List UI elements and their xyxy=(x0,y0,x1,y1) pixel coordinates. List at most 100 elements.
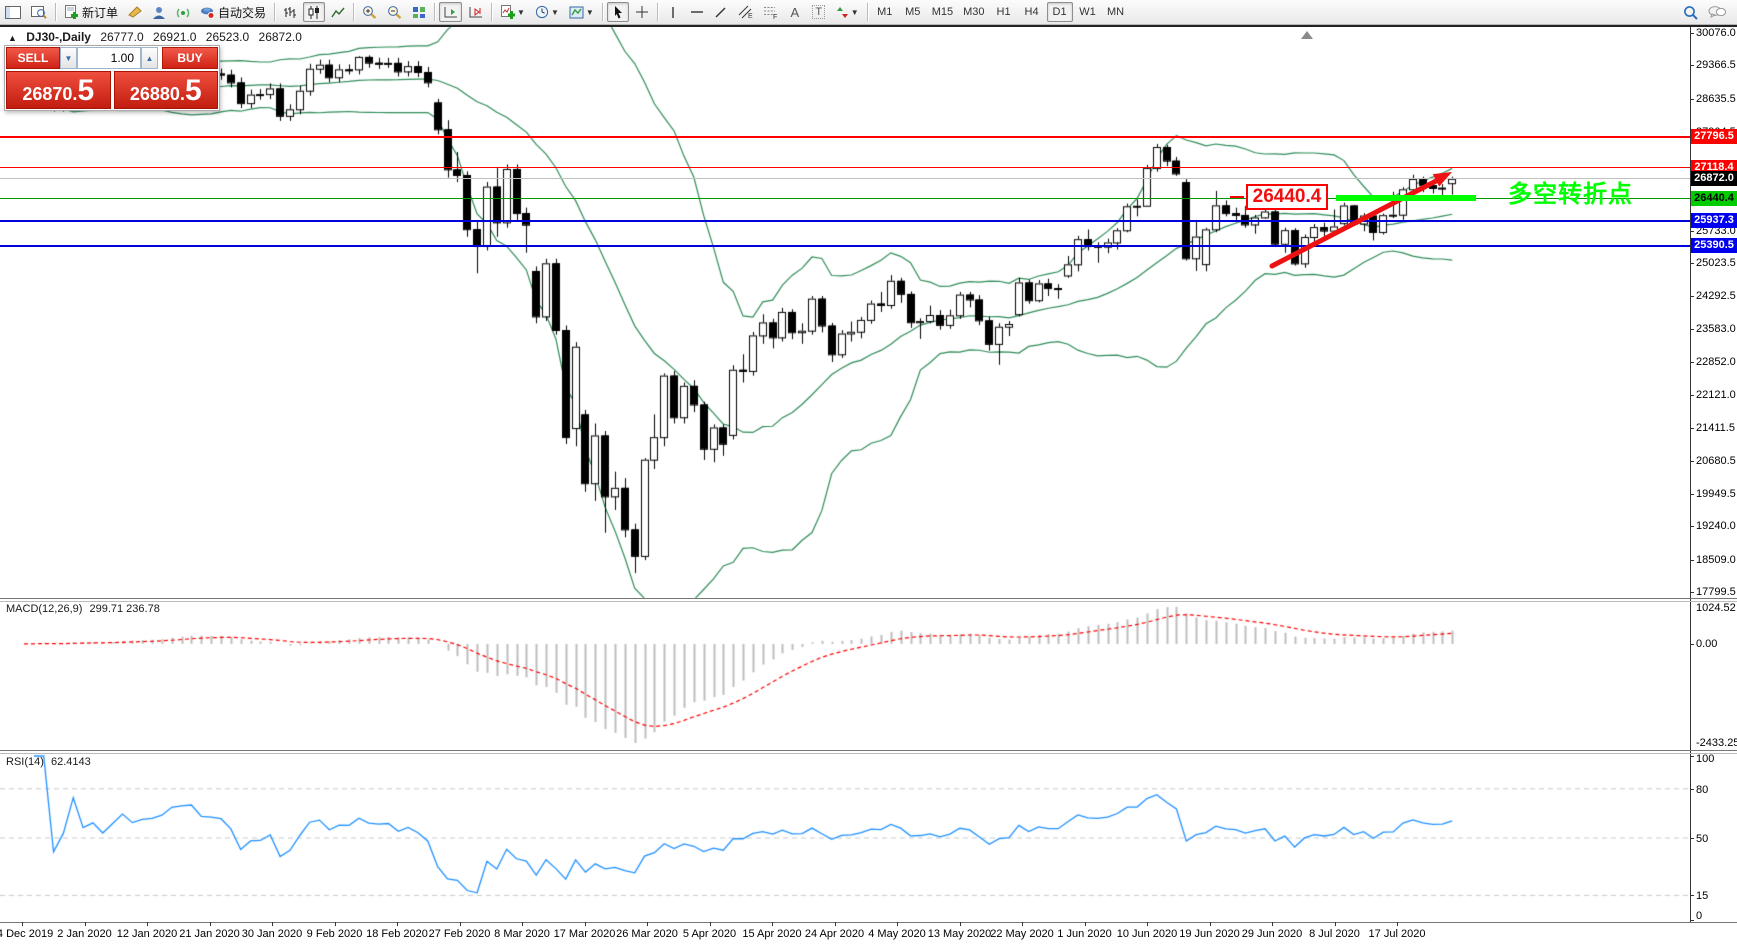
zoom-in-button[interactable] xyxy=(358,2,381,22)
arrows-button[interactable]: ▼ xyxy=(832,2,863,22)
horizontal-line-25390.5[interactable] xyxy=(0,245,1690,248)
toolbar-separator xyxy=(491,3,493,21)
history-center-button[interactable] xyxy=(124,2,146,22)
date-axis-label: 8 Jul 2020 xyxy=(1309,928,1360,940)
community-chat-button[interactable] xyxy=(1704,2,1730,22)
chart-shift-icon xyxy=(468,6,483,19)
search-button[interactable] xyxy=(1679,2,1702,22)
price-axis-tick: 17799.5 xyxy=(1696,586,1736,598)
price-callout-box[interactable]: 26440.4 xyxy=(1246,184,1328,210)
price-axis-tickmark xyxy=(1690,296,1694,298)
timeframe-m15-button[interactable]: M15 xyxy=(931,6,954,18)
bar-chart-button[interactable] xyxy=(279,2,301,22)
price-axis-tickmark xyxy=(1690,460,1694,462)
buy-price-button[interactable]: 26880. 5 xyxy=(113,71,218,109)
buy-price-frac: 5 xyxy=(184,74,202,107)
volume-input[interactable]: 1.00 xyxy=(77,47,141,69)
new-order-icon xyxy=(64,4,79,20)
date-axis-label: 9 Feb 2020 xyxy=(306,928,363,940)
date-axis-tickmark xyxy=(709,922,711,926)
timeframe-d1-button[interactable]: D1 xyxy=(1046,2,1073,22)
chart-profile-button[interactable] xyxy=(27,2,51,22)
pane-separator[interactable] xyxy=(0,598,1737,599)
sell-button[interactable]: SELL xyxy=(6,47,60,69)
templates-button[interactable]: ▼ xyxy=(565,2,598,22)
fibonacci-button[interactable]: F xyxy=(759,2,782,22)
timeframe-m5-button[interactable]: M5 xyxy=(905,6,921,18)
candlestick-chart-button[interactable] xyxy=(303,2,326,22)
crosshair-button[interactable] xyxy=(631,2,653,22)
trendline-button[interactable] xyxy=(710,2,732,22)
ohlc-low: 26523.0 xyxy=(205,30,250,44)
equidistant-channel-button[interactable]: E xyxy=(734,2,757,22)
date-axis-tickmark xyxy=(1084,922,1086,926)
rsi-axis-level: 100 xyxy=(1696,753,1715,765)
volume-increase-button[interactable]: ▲ xyxy=(141,47,158,69)
cursor-button[interactable] xyxy=(606,2,629,22)
line-chart-icon xyxy=(331,6,345,19)
new-order-button[interactable]: 新订单 xyxy=(60,2,122,22)
ohlc-close: 26872.0 xyxy=(258,30,302,44)
rsi-value: 62.4143 xyxy=(50,756,91,768)
macd-label: MACD(12,26,9) xyxy=(6,603,83,615)
price-axis-tickmark xyxy=(1690,559,1694,561)
date-axis-tickmark xyxy=(584,922,586,926)
date-axis-label: 4 May 2020 xyxy=(868,928,926,940)
horizontal-line-26872[interactable] xyxy=(0,178,1690,180)
horizontal-line-26440.4[interactable] xyxy=(0,198,1690,200)
text-button[interactable]: A xyxy=(784,2,806,22)
auto-trading-icon xyxy=(200,6,215,19)
price-axis-tick: 24292.5 xyxy=(1696,290,1736,303)
timeframe-mn-button[interactable]: MN xyxy=(1106,6,1125,18)
annotation-note-text[interactable]: 多空转折点 xyxy=(1508,181,1633,208)
price-axis-tickmark xyxy=(1690,395,1694,397)
rsi-axis-tickmark xyxy=(1690,788,1694,790)
chart-shift-marker[interactable] xyxy=(1301,31,1313,39)
timeframe-m1-button[interactable]: M1 xyxy=(877,6,893,18)
signals-button[interactable] xyxy=(172,2,194,22)
date-axis-tickmark xyxy=(522,922,523,926)
horizontal-line-27118.4[interactable] xyxy=(0,167,1690,169)
callout-leader-dash xyxy=(1230,196,1244,198)
tile-windows-button[interactable] xyxy=(408,2,430,22)
timeframe-h1-button[interactable]: H1 xyxy=(996,6,1011,18)
macd-axis-zero: 0.00 xyxy=(1696,637,1718,650)
auto-scroll-button[interactable] xyxy=(439,2,463,22)
horizontal-line-27796.5[interactable] xyxy=(0,135,1690,138)
collapse-triangle-icon[interactable]: ▲ xyxy=(8,33,17,43)
toolbar-separator xyxy=(601,3,603,21)
expert-advisors-button[interactable] xyxy=(148,2,170,22)
pane-separator[interactable] xyxy=(0,750,1737,751)
periods-button[interactable]: ▼ xyxy=(531,2,563,22)
sell-price-button[interactable]: 26870. 5 xyxy=(6,71,111,109)
pane-separator xyxy=(0,601,1737,602)
timeframe-w1-button[interactable]: W1 xyxy=(1079,6,1096,18)
horizontal-line-25937.3[interactable] xyxy=(0,220,1690,223)
sell-price-dot: . xyxy=(72,84,78,104)
rsi-axis-tickmark xyxy=(1690,895,1694,897)
horizontal-line-button[interactable] xyxy=(686,2,708,22)
new-order-label: 新订单 xyxy=(82,5,119,20)
volume-decrease-button[interactable]: ▼ xyxy=(60,47,77,69)
highlight-bar[interactable] xyxy=(1336,195,1476,201)
arrows-icon xyxy=(836,6,849,19)
vertical-line-button[interactable] xyxy=(662,2,684,22)
toolbar-separator xyxy=(274,3,276,21)
market-watch-button[interactable] xyxy=(1,2,25,22)
one-click-trading-panel: SELL ▼ 1.00 ▲ BUY 26870. 5 26880. 5 xyxy=(4,45,220,111)
chart-shift-button[interactable] xyxy=(464,2,487,22)
zoom-out-button[interactable] xyxy=(383,2,406,22)
price-axis-tickmark xyxy=(1690,98,1694,100)
price-axis-tick: 30076.0 xyxy=(1696,27,1736,39)
price-axis-line xyxy=(1690,27,1691,922)
indicators-button[interactable]: ▼ xyxy=(496,2,529,22)
timeframe-m30-button[interactable]: M30 xyxy=(963,6,985,18)
auto-trading-button[interactable]: 自动交易 xyxy=(196,2,270,22)
date-axis-tickmark xyxy=(647,922,648,926)
buy-button[interactable]: BUY xyxy=(162,47,218,69)
chart-window-frame xyxy=(0,25,1737,27)
buy-price-main: 26880 xyxy=(129,84,180,104)
timeframe-h4-button[interactable]: H4 xyxy=(1024,6,1039,18)
text-label-button[interactable]: T xyxy=(808,2,830,22)
line-chart-button[interactable] xyxy=(327,2,349,22)
